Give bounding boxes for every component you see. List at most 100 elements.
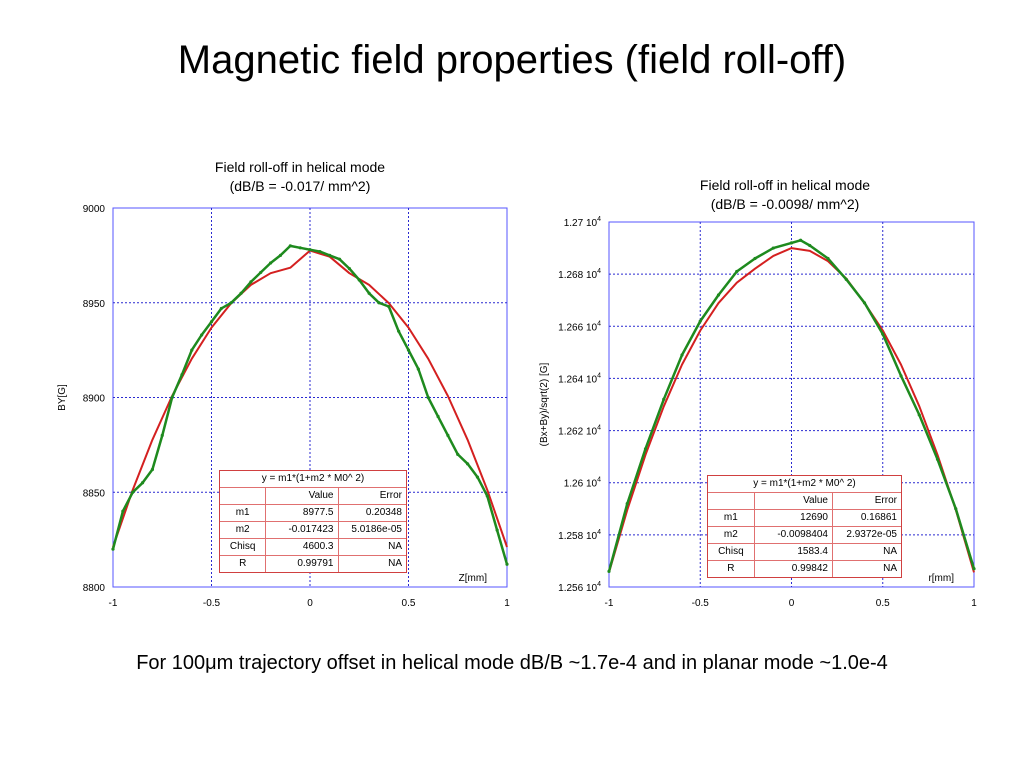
- measured-data-point: [367, 291, 371, 295]
- fit-row: Chisq 1583.4 NA: [708, 543, 901, 560]
- measured-data-point: [170, 395, 174, 400]
- slide-title: Magnetic field properties (field roll-of…: [177, 38, 847, 82]
- fit-value: 1583.4: [755, 544, 833, 560]
- measured-data-point: [436, 414, 440, 419]
- measured-data-point: [209, 320, 214, 324]
- fit-value: 4600.3: [266, 539, 339, 555]
- fit-header-value: Value: [266, 488, 339, 504]
- fit-formula-row: y = m1*(1+m2 * M0^ 2): [220, 471, 406, 487]
- measured-data-point: [475, 475, 480, 479]
- y-tick-label: 8900: [83, 394, 106, 405]
- y-tick-label: 8850: [83, 488, 106, 499]
- fit-error: NA: [388, 558, 402, 569]
- fit-error: 5.0186e-05: [351, 524, 402, 535]
- measured-data-point: [495, 528, 499, 532]
- fit-param: m2: [708, 527, 755, 543]
- measured-data-point: [219, 306, 223, 311]
- measured-data-point: [269, 261, 273, 265]
- measured-data-point: [150, 467, 154, 472]
- measured-data-point: [446, 433, 450, 437]
- y-tick-label: 8950: [83, 299, 106, 310]
- measured-data-point: [426, 395, 430, 400]
- measured-data-point: [111, 547, 115, 551]
- x-tick-label: 0.5: [402, 598, 416, 609]
- fit-header-name: [220, 488, 267, 504]
- fit-param: Chisq: [708, 544, 755, 560]
- fit-row: m1 12690 0.16861: [708, 509, 901, 526]
- fit-row: R 0.99791 NA: [220, 555, 406, 572]
- chart2-subtitle: (dB/B = -0.0098/ mm^2): [710, 196, 860, 212]
- fit-row: m1 8977.5 0.20348: [220, 504, 406, 521]
- measured-data-point: [456, 452, 460, 456]
- fit-formula: y = m1*(1+m2 * M0^ 2): [753, 478, 856, 489]
- measured-data-point: [190, 348, 194, 352]
- x-tick-label: -0.5: [203, 598, 221, 609]
- measured-data-point: [406, 348, 411, 352]
- fit-header-error: Error: [379, 490, 402, 501]
- measured-data-point: [239, 291, 243, 295]
- fit-error: NA: [883, 563, 897, 574]
- measured-data-point: [200, 333, 204, 337]
- measured-data-point: [308, 248, 312, 252]
- measured-data-point: [259, 270, 263, 275]
- fit-row: m2 -0.017423 5.0186e-05: [220, 521, 406, 538]
- fit-value: -0.017423: [266, 522, 339, 538]
- y-axis-label: BY[G]: [57, 384, 68, 411]
- fit-formula-row: y = m1*(1+m2 * M0^ 2): [708, 476, 901, 492]
- fit-header-error: Error: [874, 495, 897, 506]
- chart2-title-line: Field roll-off in helical mode: [699, 177, 871, 193]
- fit-param: m1: [220, 505, 267, 521]
- measured-data-point: [318, 249, 322, 254]
- measured-data-point: [505, 562, 509, 566]
- measured-data-point: [387, 304, 391, 309]
- measured-data-point: [249, 280, 253, 284]
- measured-data-point: [121, 509, 125, 513]
- fit-param: R: [220, 556, 267, 572]
- measured-data-point: [298, 246, 302, 250]
- measured-data-point: [466, 462, 470, 466]
- fit-value: 0.99842: [755, 561, 833, 577]
- chart1-title: Field roll-off in helical mode (dB/B = -…: [150, 158, 450, 196]
- footer-note: For 100μm trajectory offset in helical m…: [136, 652, 888, 674]
- measured-data-point: [160, 433, 164, 437]
- fit-value: 12690: [755, 510, 833, 526]
- measured-data-point: [485, 494, 489, 498]
- fit-value: 8977.5: [266, 505, 339, 521]
- fit-param: Chisq: [220, 539, 267, 555]
- fit-value: -0.0098404: [755, 527, 833, 543]
- fit-value: 0.99791: [266, 556, 339, 572]
- fit-header-row: Value Error: [220, 487, 406, 504]
- chart2-title: Field roll-off in helical mode (dB/B = -…: [635, 176, 935, 214]
- fit-param: m1: [708, 510, 755, 526]
- y-tick-label: 9000: [83, 204, 106, 215]
- measured-data-point: [328, 253, 332, 257]
- chart1-title-line: Field roll-off in helical mode: [214, 159, 386, 175]
- fit-formula: y = m1*(1+m2 * M0^ 2): [261, 473, 365, 484]
- fit-header-value: Value: [755, 493, 833, 509]
- measured-data-point: [278, 253, 283, 257]
- x-tick-label: -1: [109, 598, 118, 609]
- measured-data-point: [131, 490, 135, 494]
- fit-error: 0.20348: [365, 507, 402, 518]
- measured-data-point: [397, 329, 401, 333]
- measured-data-point: [180, 373, 184, 377]
- y-tick-label: 8800: [83, 583, 106, 594]
- x-axis-label: Z[mm]: [459, 573, 488, 584]
- measured-data-point: [288, 244, 292, 248]
- measured-data-point: [229, 301, 233, 305]
- fit-row: m2 -0.0098404 2.9372e-05: [708, 526, 901, 543]
- measured-data-point: [357, 278, 361, 282]
- fit-row: R 0.99842 NA: [708, 560, 901, 577]
- fit-row: Chisq 4600.3 NA: [220, 538, 406, 555]
- fit-error: NA: [388, 541, 402, 552]
- measured-data-point: [377, 301, 381, 305]
- fit-error: 0.16861: [860, 512, 897, 523]
- x-tick-label: 0: [307, 598, 313, 609]
- fit-param: R: [708, 561, 755, 577]
- measured-data-point: [337, 257, 342, 261]
- x-tick-label: 1: [504, 598, 510, 609]
- measured-data-point: [347, 267, 351, 271]
- chart1-subtitle: (dB/B = -0.017/ mm^2): [229, 178, 371, 194]
- chart2-fit-table: y = m1*(1+m2 * M0^ 2) Value Error m1 126…: [707, 475, 902, 578]
- fit-error: 2.9372e-05: [846, 529, 897, 540]
